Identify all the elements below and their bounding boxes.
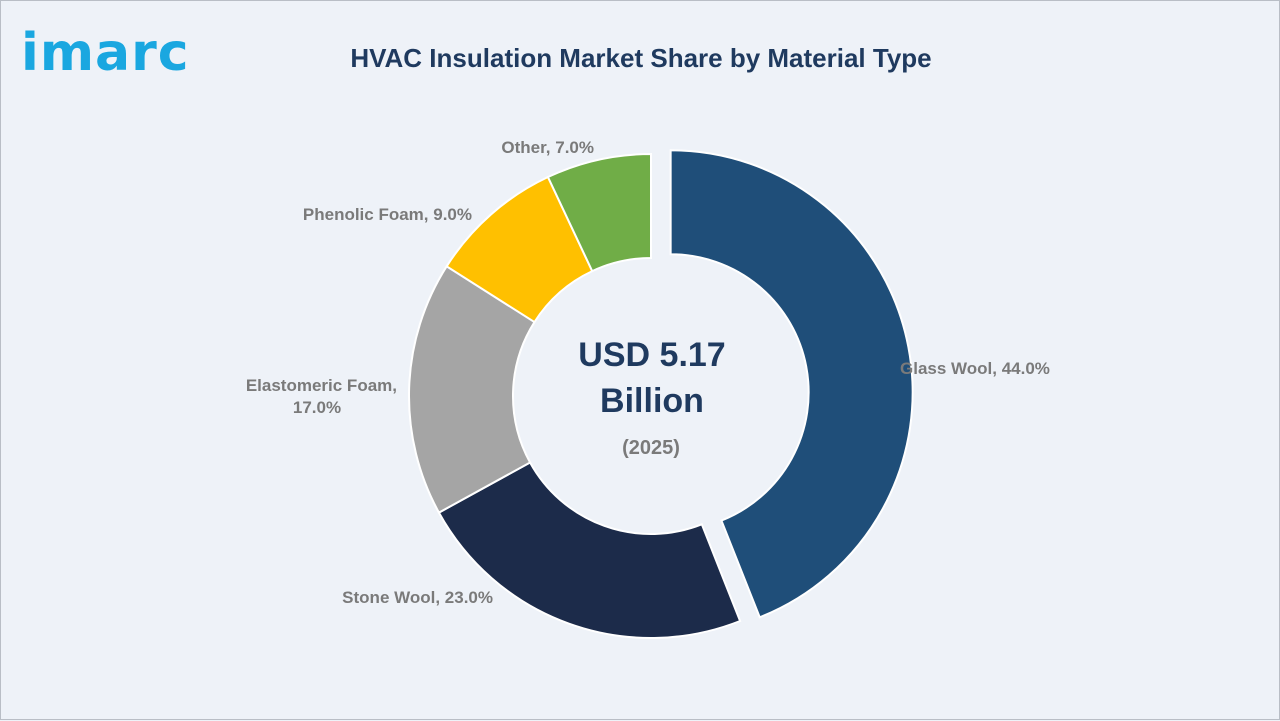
label-elastomeric-foam: Elastomeric Foam, 17.0% — [246, 376, 397, 417]
label-line: Glass Wool, 44.0% — [900, 359, 1050, 378]
label-line: Phenolic Foam, 9.0% — [303, 205, 472, 224]
label-line: Elastomeric Foam, — [246, 376, 397, 395]
center-value-line1: USD 5.17 — [578, 336, 725, 374]
logo-text: imarc — [21, 23, 190, 83]
center-year: (2025) — [622, 437, 680, 459]
chart-title: HVAC Insulation Market Share by Material… — [350, 43, 932, 73]
label-line: 17.0% — [293, 398, 341, 417]
slice-other[interactable] — [546, 152, 652, 273]
center-label: USD 5.17 Billion (2025) — [578, 336, 725, 459]
imarc-logo: imarc — [21, 27, 190, 87]
slice-labels: Glass Wool, 44.0% Stone Wool, 23.0% Elasto… — [246, 138, 1050, 607]
label-line: Other, 7.0% — [501, 138, 594, 157]
label-phenolic-foam: Phenolic Foam, 9.0% — [303, 205, 472, 224]
donut-slices — [408, 149, 914, 639]
label-other: Other, 7.0% — [501, 138, 594, 157]
slice-glass-wool[interactable] — [669, 149, 914, 619]
label-glass-wool: Glass Wool, 44.0% — [900, 359, 1050, 378]
label-stone-wool: Stone Wool, 23.0% — [342, 588, 493, 607]
label-line: Stone Wool, 23.0% — [342, 588, 493, 607]
center-value-line2: Billion — [600, 382, 704, 420]
slice-stone-wool[interactable] — [437, 461, 742, 639]
